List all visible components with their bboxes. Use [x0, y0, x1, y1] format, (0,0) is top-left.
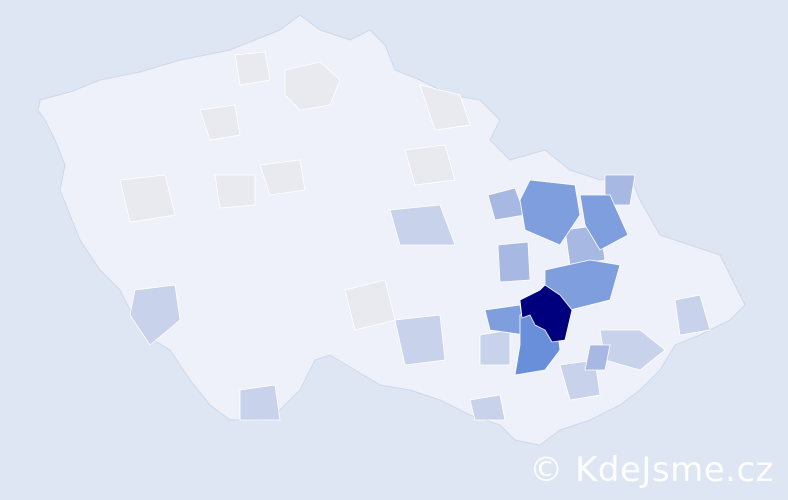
- district-region[interactable]: [479, 329, 511, 366]
- district-region[interactable]: [519, 284, 573, 343]
- district-region[interactable]: [484, 304, 526, 336]
- district-region[interactable]: [579, 194, 629, 251]
- district-region[interactable]: [199, 104, 241, 141]
- district-region[interactable]: [419, 84, 471, 131]
- district-region[interactable]: [284, 61, 341, 111]
- district-region[interactable]: [119, 174, 176, 223]
- district-region[interactable]: [519, 179, 581, 246]
- watermark: © KdeJsme.cz: [529, 450, 774, 490]
- district-region[interactable]: [389, 204, 456, 246]
- district-region[interactable]: [259, 159, 306, 196]
- district-region[interactable]: [469, 394, 506, 421]
- district-region[interactable]: [234, 51, 271, 86]
- country-outline: [37, 14, 746, 446]
- district-region[interactable]: [404, 144, 456, 186]
- district-region[interactable]: [584, 344, 611, 371]
- district-region[interactable]: [497, 241, 531, 283]
- district-region[interactable]: [394, 314, 446, 366]
- district-region[interactable]: [239, 384, 281, 421]
- district-region[interactable]: [214, 174, 256, 209]
- district-region[interactable]: [129, 284, 181, 346]
- district-region[interactable]: [674, 294, 711, 336]
